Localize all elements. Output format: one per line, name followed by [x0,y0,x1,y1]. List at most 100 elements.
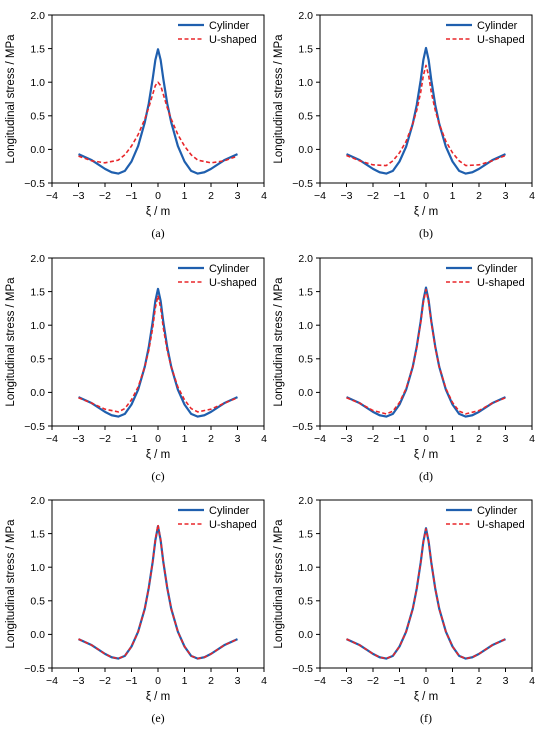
x-tick-label: 1 [182,433,188,445]
x-tick-label: 1 [450,675,456,687]
x-tick-label: −2 [367,675,379,687]
y-tick-label: −0.5 [24,178,45,190]
y-tick-label: 1.0 [298,320,313,332]
x-tick-label: 1 [182,675,188,687]
legend-label: U-shaped [209,519,257,531]
x-tick-label: −3 [341,433,353,445]
legend-label: Cylinder [477,505,518,517]
x-tick-label: 1 [182,190,188,202]
y-axis-label: Longitudinal stress / MPa [5,277,17,407]
x-tick-label: 0 [423,433,429,445]
series-line-cylinder [346,286,506,418]
y-tick-label: 2.0 [30,253,45,265]
series-group [78,48,238,175]
x-axis-label: ξ / m [414,449,438,461]
x-tick-label: 3 [235,190,241,202]
x-tick-label: 3 [503,190,509,202]
series-line-cylinder [346,46,506,175]
y-tick-label: 0.0 [298,387,313,399]
panel-caption: (d) [419,469,433,483]
y-tick-label: 1.5 [30,528,45,540]
x-tick-label: −1 [394,190,406,202]
x-tick-label: 3 [235,675,241,687]
y-tick-label: 0.5 [30,111,45,123]
series-group [78,524,238,660]
x-tick-label: −2 [99,675,111,687]
y-tick-label: 2.0 [30,10,45,22]
panel-caption: (c) [151,469,164,483]
x-tick-label: 0 [155,190,161,202]
y-tick-label: 1.0 [30,562,45,574]
y-tick-label: 0.0 [30,387,45,399]
x-tick-label: −3 [341,675,353,687]
x-tick-label: −4 [46,433,58,445]
x-tick-label: 2 [208,433,214,445]
series-line-cylinder [78,525,238,660]
legend-label: U-shaped [209,34,257,46]
y-tick-label: 0.0 [298,629,313,641]
y-tick-label: 2.0 [30,495,45,507]
x-axis-label: ξ / m [414,691,438,703]
y-axis-label: Longitudinal stress / MPa [5,34,17,164]
x-tick-label: −3 [73,675,85,687]
panel-caption: (a) [151,226,164,240]
y-tick-label: −0.5 [292,663,313,675]
series-group [346,527,506,660]
y-tick-label: 0.5 [30,596,45,608]
x-tick-label: 4 [529,190,535,202]
y-axis-label: Longitudinal stress / MPa [273,34,285,164]
y-tick-label: 1.5 [30,43,45,55]
series-line-u-shaped [346,64,506,167]
x-tick-label: 0 [155,675,161,687]
y-tick-label: −0.5 [24,421,45,433]
panel-caption: (f) [420,711,432,725]
x-tick-label: −2 [99,190,111,202]
x-tick-label: −3 [73,433,85,445]
legend-label: Cylinder [477,263,518,275]
x-tick-label: 4 [529,675,535,687]
series-line-u-shaped [346,288,506,415]
y-tick-label: 0.0 [298,144,313,156]
x-tick-label: 2 [476,433,482,445]
panel-caption: (b) [419,226,433,240]
y-tick-label: 1.5 [298,43,313,55]
y-tick-label: 1.5 [298,528,313,540]
x-tick-label: −4 [314,433,326,445]
chart-panel-d: −4 −3 −2 −1 0 1 2 3 4 −0.5 0.0 0.5 1.0 1.5 2.0 ξ / m Lon… [273,253,535,483]
y-tick-label: 0.0 [30,629,45,641]
legend-label: Cylinder [209,505,250,517]
x-tick-label: 2 [208,675,214,687]
series-line-cylinder [346,527,506,660]
y-tick-label: 1.0 [298,562,313,574]
x-tick-label: −4 [46,675,58,687]
x-axis-label: ξ / m [414,206,438,218]
y-tick-label: −0.5 [292,178,313,190]
y-tick-label: −0.5 [24,663,45,675]
x-tick-label: −1 [126,675,138,687]
y-tick-label: 2.0 [298,495,313,507]
x-tick-label: −4 [314,675,326,687]
legend-label: U-shaped [477,34,525,46]
x-tick-label: 4 [261,675,267,687]
x-tick-label: −1 [126,433,138,445]
legend-label: Cylinder [209,263,250,275]
y-tick-label: 0.5 [298,354,313,366]
legend-label: U-shaped [477,519,525,531]
x-tick-label: 3 [503,433,509,445]
series-line-cylinder [78,287,238,418]
x-tick-label: −1 [394,675,406,687]
y-tick-label: 0.5 [298,111,313,123]
x-axis-label: ξ / m [146,206,170,218]
chart-panel-a: −4 −3 −2 −1 0 1 2 3 4 −0.5 0.0 0.5 1.0 1.5 2.0 ξ / m Lon… [5,10,267,240]
x-tick-label: 0 [423,675,429,687]
series-line-cylinder [78,48,238,175]
legend-label: U-shaped [477,277,525,289]
x-tick-label: 2 [476,190,482,202]
x-tick-label: 0 [423,190,429,202]
y-tick-label: 1.0 [30,77,45,89]
y-tick-label: 2.0 [298,10,313,22]
x-tick-label: 2 [208,190,214,202]
x-tick-label: −2 [367,190,379,202]
y-tick-label: 1.5 [30,286,45,298]
x-tick-label: 1 [450,190,456,202]
